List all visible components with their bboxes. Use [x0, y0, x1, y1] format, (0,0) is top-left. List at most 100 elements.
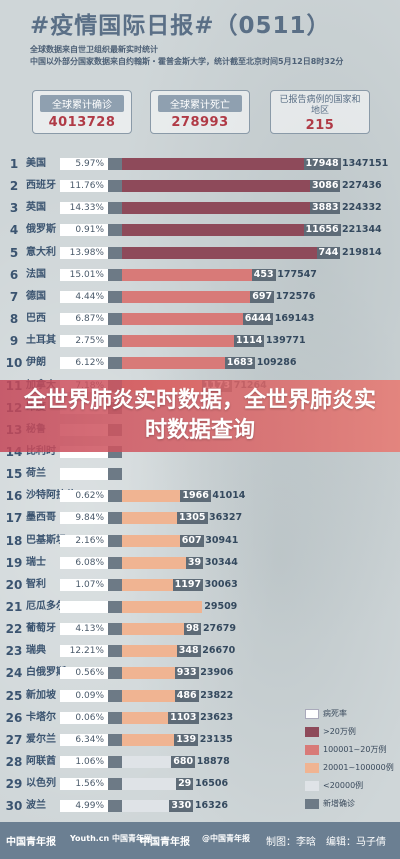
new-cases-marker: [108, 158, 122, 170]
fatality-rate-bar: [60, 578, 108, 591]
rank-label: 4: [9, 223, 19, 238]
fatality-rate-label: 1.56%: [75, 779, 104, 790]
rank-label: 29: [5, 777, 23, 792]
new-cases-marker: [108, 490, 122, 503]
fatality-rate-label: 5.97%: [75, 159, 104, 169]
fatality-rate-label: 6.34%: [75, 734, 104, 745]
rank-label: 5: [9, 245, 19, 260]
fatality-rate-label: 11.76%: [69, 181, 104, 192]
country-name: 波兰: [26, 800, 46, 812]
fatality-rate-label: 2.16%: [75, 535, 104, 546]
rank-label: 9: [9, 334, 19, 349]
table-row: 17 墨西哥 9.84% 1305 36327: [0, 510, 400, 526]
fatality-rate-bar: [60, 733, 108, 746]
new-cases-marker: [108, 778, 122, 791]
new-cases-marker: [108, 180, 122, 193]
table-row: 15 荷兰: [0, 466, 400, 482]
confirmed-bar: [122, 313, 273, 326]
new-cases-label: 680: [171, 756, 196, 769]
table-row: 20 智利 1.07% 1197 30063: [0, 577, 400, 593]
new-cases-marker: [108, 800, 122, 813]
stat-label: 全球累计死亡: [157, 95, 243, 112]
table-row: 27 爱尔兰 6.34% 139 23135: [0, 732, 400, 748]
chart-by-name: 李晗: [296, 837, 316, 848]
confirmed-label: 221344: [342, 224, 382, 236]
country-name: 伊朗: [26, 357, 46, 369]
table-row: 2 西班牙 11.76% 3086 227436: [0, 178, 400, 194]
country-name: 法国: [26, 268, 46, 280]
confirmed-label: 41014: [212, 490, 246, 502]
country-name: 厄瓜多尔: [26, 601, 66, 612]
source-note-2: 中国以外部分国家数据来自约翰斯・霍普金斯大学，统计截至北京时间5月12日8时32…: [30, 57, 344, 66]
confirmed-label: 16506: [195, 778, 229, 790]
stat-global-confirmed: 全球累计确诊 4013728: [32, 90, 132, 134]
legend-swatch: [305, 745, 319, 755]
table-row: 21 厄瓜多尔 29509: [0, 599, 400, 615]
country-name: 智利: [26, 578, 46, 590]
country-name: 德国: [26, 290, 46, 302]
fatality-rate-label: 4.99%: [75, 801, 104, 812]
confirmed-label: 23822: [200, 689, 234, 701]
fatality-rate-bar: [60, 290, 108, 303]
fatality-rate-label: 2.75%: [75, 336, 104, 347]
fatality-rate-bar: [60, 645, 108, 658]
fatality-rate-bar: [60, 556, 108, 569]
fatality-rate-bar: [60, 180, 108, 193]
new-cases-label: 607: [179, 534, 204, 547]
new-cases-marker: [108, 689, 122, 702]
new-cases-marker: [108, 512, 122, 525]
country-name: 卡塔尔: [26, 711, 56, 723]
fatality-rate-label: 6.08%: [75, 557, 104, 568]
new-cases-marker: [108, 711, 122, 724]
table-row: 5 意大利 13.98% 744 219814: [0, 245, 400, 261]
new-cases-label: 98: [183, 623, 202, 636]
fatality-rate-bar: [60, 756, 108, 769]
new-cases-marker: [108, 335, 122, 348]
table-row: 19 瑞士 6.08% 39 30344: [0, 555, 400, 571]
confirmed-bar: [122, 623, 201, 636]
confirmed-label: 1347151: [342, 158, 389, 169]
confirmed-label: 29509: [204, 601, 238, 612]
fatality-rate-label: 1.07%: [75, 579, 104, 590]
confirmed-label: 30344: [204, 556, 238, 568]
fatality-rate-label: 4.44%: [75, 291, 104, 302]
new-cases-marker: [108, 556, 122, 569]
fatality-rate-label: 6.87%: [75, 314, 104, 325]
table-row: 1 美国 5.97% 17948 1347151: [0, 156, 400, 172]
confirmed-bar: [122, 778, 194, 791]
rank-label: 10: [5, 356, 23, 371]
country-name: 英国: [26, 202, 46, 214]
new-cases-marker: [108, 268, 122, 281]
confirmed-label: 219814: [342, 246, 382, 258]
confirmed-label: 23623: [200, 711, 234, 723]
new-cases-marker: [108, 246, 122, 259]
footer-logo-3: 中国青年报: [140, 837, 190, 848]
legend-swatch: [305, 799, 319, 809]
table-row: 30 波兰 4.99% 330 16326: [0, 798, 400, 814]
rank-label: 28: [5, 755, 23, 770]
rank-label: 24: [5, 666, 23, 681]
rank-label: 30: [5, 799, 23, 814]
table-row: 22 葡萄牙 4.13% 98 27679: [0, 621, 400, 637]
new-cases-label: 139: [174, 733, 199, 746]
footer: 中国青年报 Youth.cn 中国青年网 中国青年报 @中国青年报 制图： 李晗…: [0, 822, 400, 859]
country-name: 爱尔兰: [26, 733, 56, 745]
confirmed-label: 139771: [265, 335, 306, 347]
new-cases-label: 29: [176, 778, 194, 791]
fatality-rate-label: 0.91%: [75, 225, 104, 236]
table-row: 23 瑞典 12.21% 348 26670: [0, 643, 400, 659]
country-name: 瑞士: [26, 556, 46, 568]
table-row: 29 以色列 1.56% 29 16506: [0, 776, 400, 792]
legend-swatch: [305, 763, 319, 773]
new-cases-marker: [108, 623, 122, 636]
country-name: 巴西: [26, 313, 46, 325]
legend-label: <20000例: [323, 781, 364, 790]
new-cases-label: 1966: [180, 490, 211, 503]
stat-label: 已报告病例的国家和地区: [279, 95, 361, 116]
rank-label: 22: [5, 622, 23, 637]
country-name: 荷兰: [26, 468, 46, 480]
fatality-rate-label: 0.09%: [75, 690, 104, 701]
new-cases-label: 1197: [172, 578, 204, 591]
footer-weibo: @中国青年报: [202, 834, 250, 843]
fatality-rate-label: 14.33%: [69, 203, 104, 214]
